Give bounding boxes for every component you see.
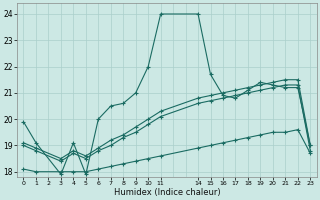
X-axis label: Humidex (Indice chaleur): Humidex (Indice chaleur) bbox=[114, 188, 220, 197]
